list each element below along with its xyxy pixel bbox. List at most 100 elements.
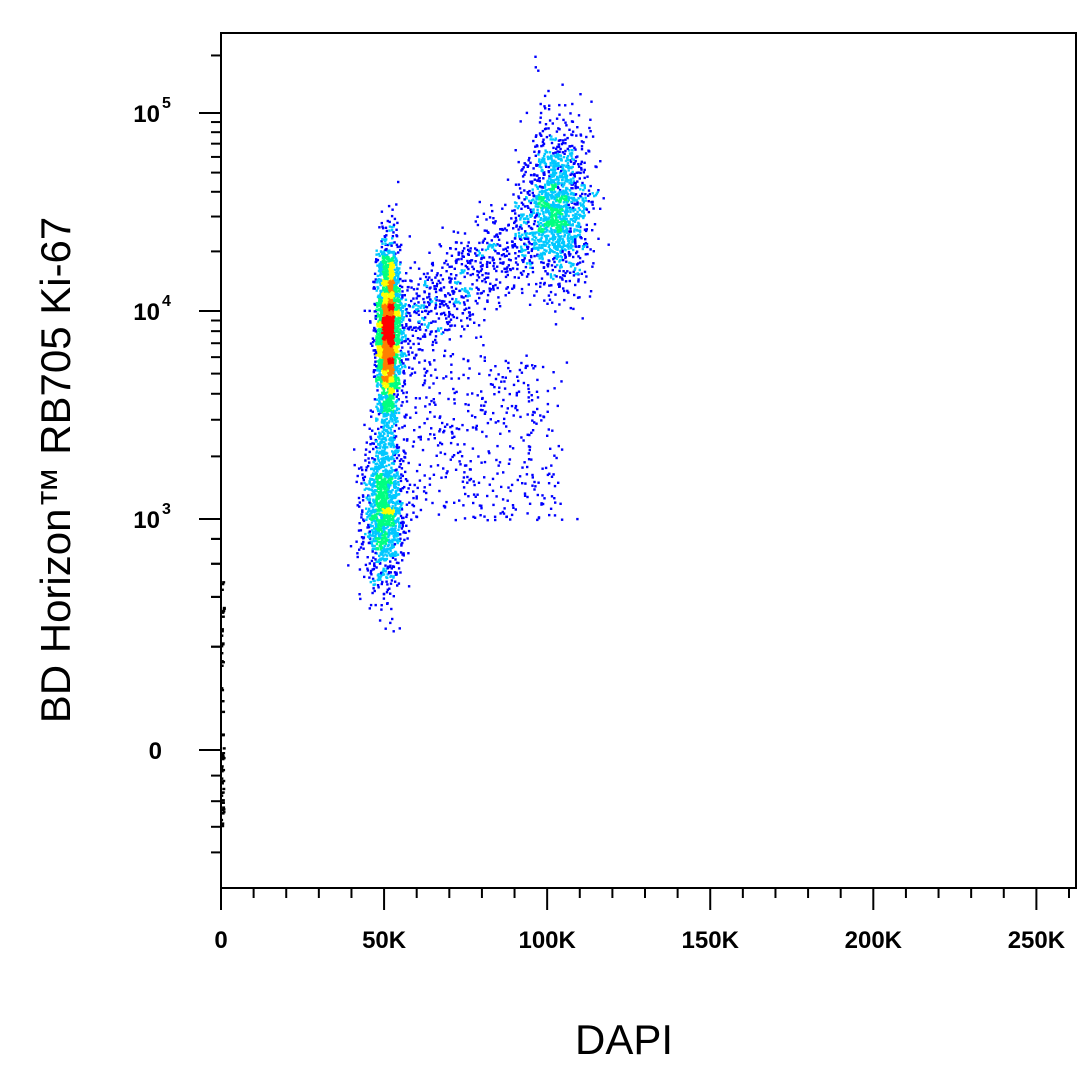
data-point <box>381 537 385 540</box>
data-point <box>387 503 390 507</box>
data-point <box>400 243 403 247</box>
data-point <box>389 405 393 408</box>
data-point <box>376 285 379 289</box>
data-point <box>480 404 483 407</box>
data-point <box>448 276 451 279</box>
data-point <box>378 481 381 484</box>
data-point <box>407 353 411 356</box>
data-point <box>510 217 513 220</box>
data-point <box>430 427 433 430</box>
data-point <box>397 272 400 276</box>
data-point <box>438 416 441 420</box>
data-point <box>358 548 361 551</box>
data-point <box>390 567 393 570</box>
data-point <box>375 419 378 422</box>
data-point <box>377 287 380 290</box>
data-point <box>396 532 399 535</box>
data-point <box>527 400 531 403</box>
data-point <box>520 371 524 374</box>
data-point <box>449 324 452 328</box>
data-point <box>399 537 402 540</box>
data-point <box>399 506 402 509</box>
data-point <box>481 273 484 277</box>
data-point <box>423 291 426 294</box>
data-point <box>378 364 381 367</box>
data-point <box>398 357 401 360</box>
data-point <box>412 288 416 291</box>
data-point <box>389 414 392 418</box>
data-point <box>368 541 372 544</box>
data-point <box>395 259 399 262</box>
data-point <box>393 363 396 366</box>
data-point <box>539 222 543 225</box>
data-point <box>380 425 383 429</box>
data-point <box>470 259 474 262</box>
data-point <box>394 435 398 438</box>
data-point <box>383 533 387 536</box>
data-point <box>413 261 417 264</box>
data-point <box>383 330 386 334</box>
data-point <box>375 377 378 380</box>
data-point <box>476 292 479 295</box>
data-point <box>368 530 371 533</box>
data-point <box>377 322 380 325</box>
data-point <box>394 480 397 483</box>
data-point <box>398 361 402 364</box>
data-point <box>520 201 524 204</box>
data-point <box>391 279 394 283</box>
data-point <box>357 496 361 500</box>
data-point <box>435 341 438 344</box>
data-point <box>375 354 378 357</box>
data-point <box>375 340 378 344</box>
data-point <box>483 319 486 322</box>
data-point <box>459 450 462 453</box>
data-point <box>380 514 384 517</box>
data-point <box>531 476 534 479</box>
data-point <box>527 452 530 455</box>
data-point <box>369 580 372 584</box>
data-point <box>375 337 378 341</box>
data-point <box>510 404 514 408</box>
data-point <box>393 251 396 254</box>
data-point <box>445 500 448 504</box>
data-point <box>484 248 488 252</box>
data-point <box>541 467 544 470</box>
data-point <box>371 515 375 519</box>
data-point <box>463 471 466 474</box>
data-point <box>369 603 373 607</box>
data-point <box>383 548 386 552</box>
data-point <box>468 306 471 310</box>
data-point <box>390 339 393 342</box>
data-point <box>526 433 529 436</box>
data-point <box>387 524 390 527</box>
data-point <box>398 627 401 630</box>
data-point <box>386 573 389 576</box>
data-point <box>523 461 526 464</box>
data-point <box>384 538 388 541</box>
data-point <box>387 371 390 375</box>
data-point <box>368 607 371 610</box>
data-point <box>394 538 397 541</box>
data-point <box>398 245 402 248</box>
data-point <box>395 509 398 513</box>
data-point <box>423 359 427 362</box>
data-point <box>385 548 389 552</box>
data-point <box>398 293 402 296</box>
data-point <box>393 553 396 557</box>
data-point <box>493 393 496 396</box>
data-point <box>389 353 393 356</box>
data-point <box>494 421 497 424</box>
data-point <box>401 354 405 358</box>
data-point <box>381 522 385 526</box>
data-point <box>423 382 426 385</box>
data-point <box>464 287 467 290</box>
data-point <box>400 351 403 354</box>
data-point <box>467 409 470 413</box>
data-point <box>438 299 441 302</box>
data-point <box>408 318 411 321</box>
data-point <box>391 417 394 421</box>
data-point <box>376 455 379 458</box>
data-point <box>544 270 547 273</box>
data-point <box>393 410 397 413</box>
data-point <box>386 243 390 247</box>
